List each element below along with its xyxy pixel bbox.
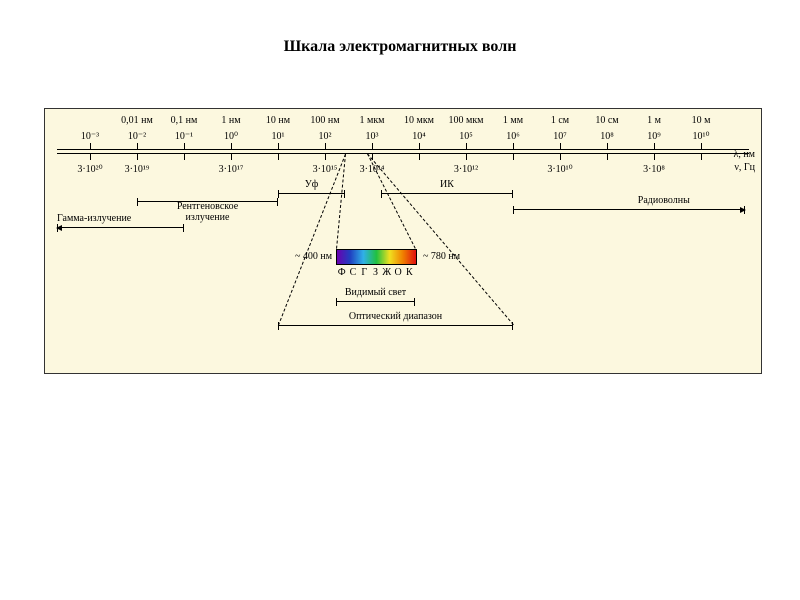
tick-mark (372, 143, 373, 149)
tick-mark (607, 143, 608, 149)
visible-letter: О (394, 267, 401, 278)
wavelength-label: 0,1 нм (171, 115, 198, 126)
wavelength-label: 1 м (647, 115, 661, 126)
visible-letter: С (350, 267, 357, 278)
wavelength-exponent: 10⁴ (412, 131, 426, 142)
wavelength-exponent: 10⁰ (224, 131, 238, 142)
tick-mark (278, 154, 279, 160)
wavelength-exponent: 10⁻² (128, 131, 146, 142)
visible-letter: Ж (382, 267, 391, 278)
tick-mark (325, 143, 326, 149)
wavelength-exponent: 10⁻³ (81, 131, 99, 142)
frequency-label: 3·10⁸ (643, 164, 665, 175)
tick-mark (607, 154, 608, 160)
tick-mark (560, 143, 561, 149)
visible-right-label: ~ 780 нм (423, 251, 460, 262)
wavelength-label: 10 мкм (404, 115, 434, 126)
tick-mark (325, 154, 326, 160)
visible-left-label: ~ 400 нм (295, 251, 332, 262)
region-gamma-label: Гамма-излучение (57, 213, 131, 224)
region-uv-label: Уф (305, 179, 319, 190)
spectrum-chart: λ, нм ν, Гц 10⁻³ 0,01 нм 10⁻² 0,1 нм 10⁻¹ 1 нм 1… (44, 108, 762, 374)
tick-mark (513, 154, 514, 160)
arrow-left-icon (57, 227, 69, 228)
wavelength-label: 100 мкм (448, 115, 483, 126)
tick-mark (466, 154, 467, 160)
wavelength-exponent: 10¹⁰ (692, 131, 709, 142)
tick-mark (90, 154, 91, 160)
region-optical-bar (278, 325, 513, 326)
visible-letter: К (406, 267, 413, 278)
frequency-label: 3·10¹⁷ (219, 164, 244, 175)
wavelength-label: 10 м (692, 115, 711, 126)
visible-letters: ФСГЗЖОК (336, 267, 415, 281)
tick-mark (513, 143, 514, 149)
wavelength-label: 10 см (595, 115, 618, 126)
visible-spectrum (336, 249, 417, 265)
region-ir-bar (381, 193, 513, 194)
frequency-label: 3·10¹⁵ (313, 164, 338, 175)
region-gamma-bar (57, 227, 184, 228)
tick-mark (701, 143, 702, 149)
region-visible-label: Видимый свет (345, 287, 406, 298)
region-ir-label: ИК (440, 179, 454, 190)
wavelength-label: 1 мм (503, 115, 523, 126)
region-visible-bar (336, 301, 415, 302)
frequency-label: 3·10¹² (454, 164, 478, 175)
wavelength-exponent: 10⁻¹ (175, 131, 193, 142)
wavelength-exponent: 10⁶ (506, 131, 520, 142)
axis-line-top (57, 149, 749, 150)
region-radio-label: Радиоволны (638, 195, 690, 206)
wavelength-label: 1 см (551, 115, 569, 126)
chart-title: Шкала электромагнитных волн (0, 38, 800, 56)
wavelength-exponent: 10⁸ (600, 131, 614, 142)
frequency-label: 3·10¹⁹ (125, 164, 150, 175)
wavelength-label: 1 нм (221, 115, 240, 126)
axis-line-bottom (57, 153, 749, 154)
tick-mark (654, 143, 655, 149)
wavelength-label: 100 нм (310, 115, 339, 126)
tick-mark (419, 154, 420, 160)
tick-mark (654, 154, 655, 160)
tick-mark (701, 154, 702, 160)
visible-letter: Ф (338, 267, 346, 278)
wavelength-label: 1 мкм (359, 115, 384, 126)
tick-mark (466, 143, 467, 149)
unit-nu: ν, Гц (734, 162, 755, 173)
wavelength-exponent: 10⁹ (647, 131, 661, 142)
tick-mark (231, 154, 232, 160)
region-uv-bar (278, 193, 345, 194)
tick-mark (278, 143, 279, 149)
tick-mark (184, 154, 185, 160)
tick-mark (231, 143, 232, 149)
tick-mark (90, 143, 91, 149)
arrow-right-icon (733, 209, 745, 210)
tick-mark (137, 154, 138, 160)
tick-mark (419, 143, 420, 149)
tick-mark (137, 143, 138, 149)
frequency-label: 3·10¹⁰ (547, 164, 572, 175)
tick-mark (560, 154, 561, 160)
wavelength-exponent: 10⁷ (553, 131, 567, 142)
wavelength-label: 10 нм (266, 115, 290, 126)
unit-lambda: λ, нм (733, 149, 755, 160)
wavelength-exponent: 10¹ (272, 131, 285, 142)
visible-letter: З (373, 267, 378, 278)
wavelength-label: 0,01 нм (121, 115, 153, 126)
region-xray-label: Рентгеновскоеизлучение (177, 201, 238, 223)
wavelength-exponent: 10⁵ (459, 131, 473, 142)
wavelength-exponent: 10² (319, 131, 332, 142)
visible-letter: Г (361, 267, 367, 278)
region-optical-label: Оптический диапазон (349, 311, 442, 322)
frequency-label: 3·10²⁰ (77, 164, 102, 175)
wavelength-exponent: 10³ (366, 131, 379, 142)
region-radio-bar (513, 209, 745, 210)
tick-mark (184, 143, 185, 149)
